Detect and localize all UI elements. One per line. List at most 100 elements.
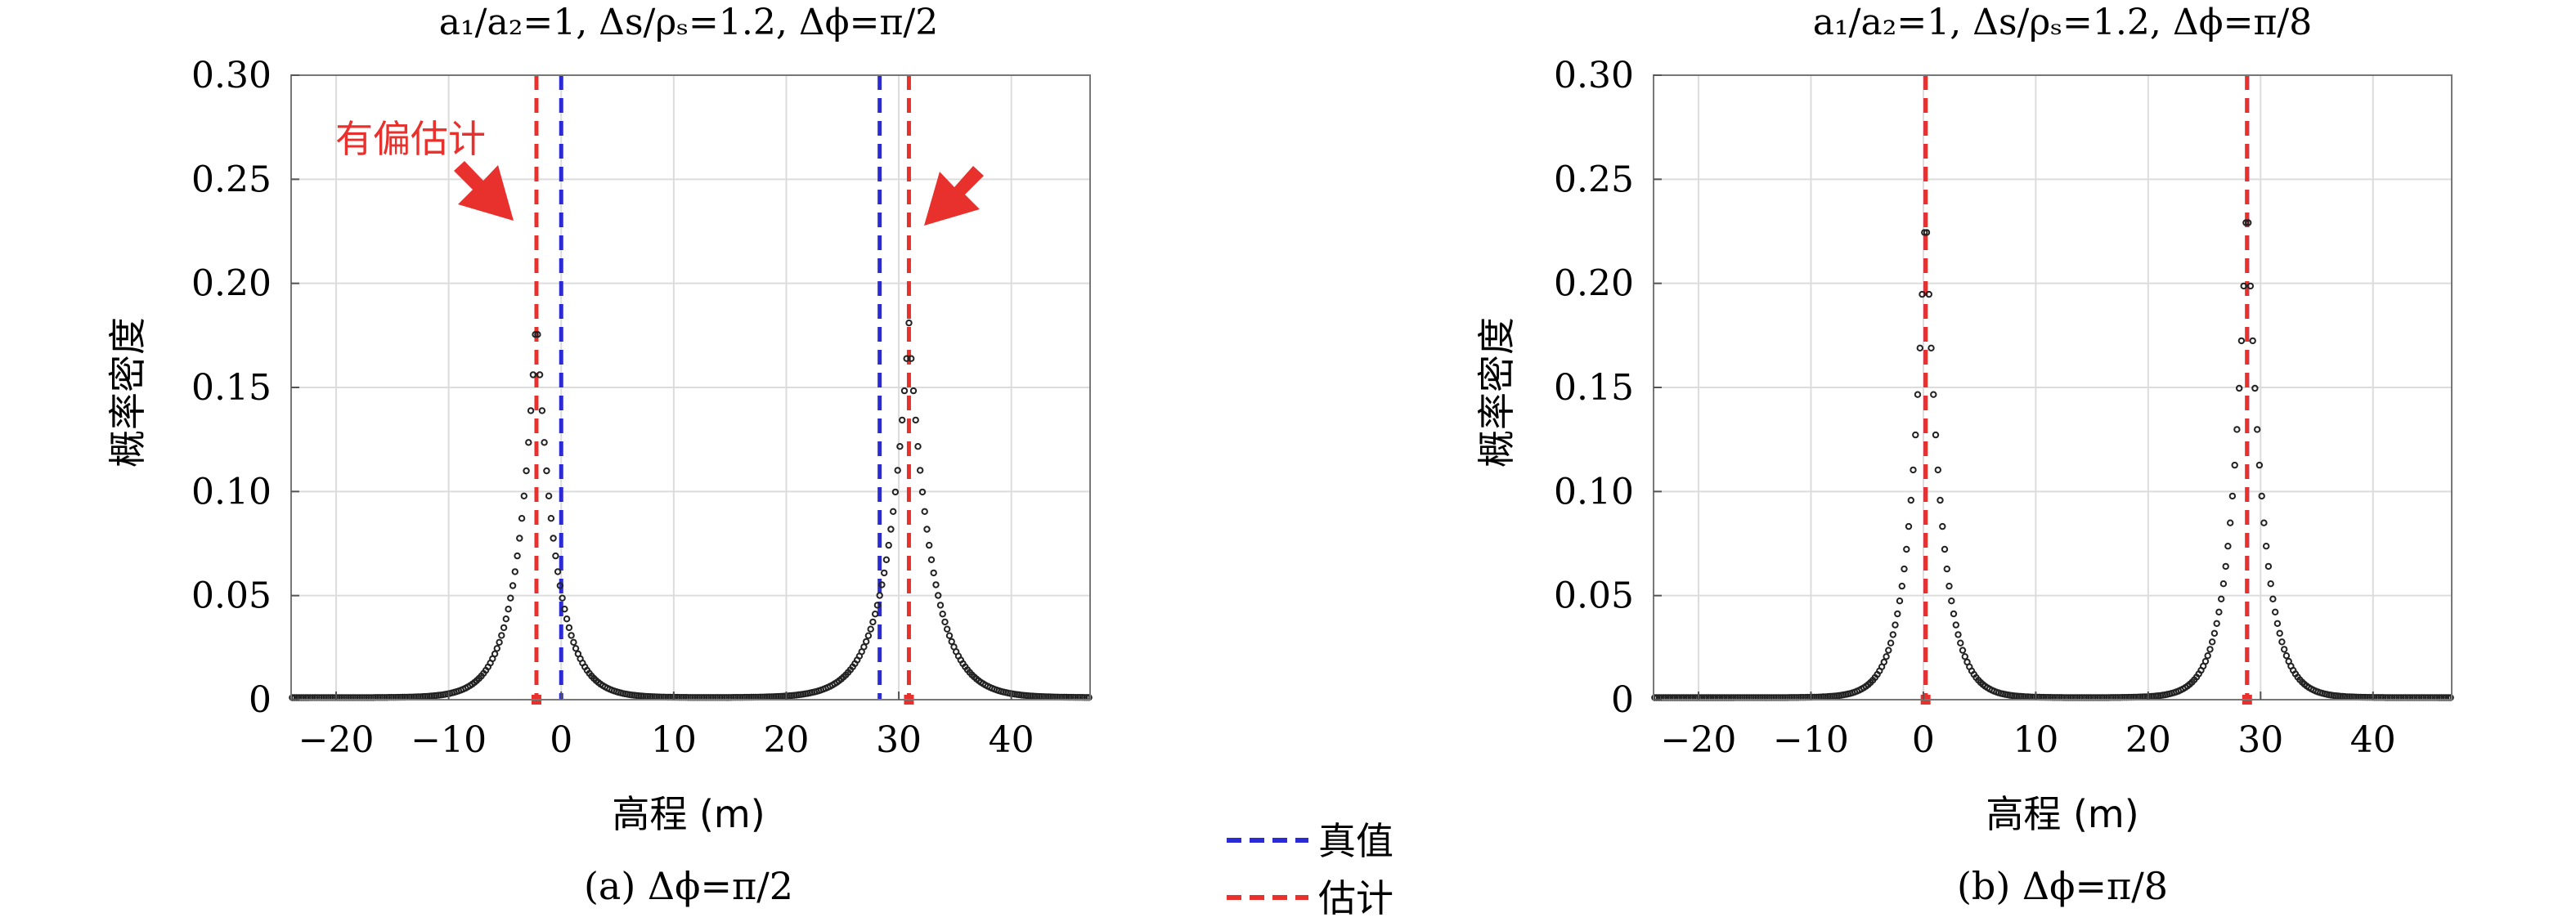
data-point <box>559 594 566 602</box>
data-point <box>2260 519 2268 526</box>
data-point <box>890 508 897 515</box>
data-point <box>2209 638 2216 646</box>
data-point <box>534 331 541 338</box>
data-point <box>867 625 874 633</box>
data-point <box>1907 496 1915 504</box>
x-tick-label: 10 <box>651 719 697 761</box>
data-point <box>894 467 901 474</box>
data-point <box>930 569 937 577</box>
y-tick-label: 0.20 <box>1554 263 1634 305</box>
data-point <box>2231 461 2238 469</box>
data-point <box>876 592 883 599</box>
data-point <box>1919 290 1926 298</box>
y-tick-label: 0.05 <box>191 575 272 617</box>
data-point <box>923 526 931 533</box>
y-axis-label-b: 概率密度 <box>1474 317 1519 468</box>
data-point <box>502 615 509 623</box>
data-point <box>2278 638 2286 646</box>
data-point <box>2201 657 2210 665</box>
x-tick-label: −10 <box>411 719 487 761</box>
data-point <box>1889 631 1897 638</box>
data-point <box>547 515 555 522</box>
x-tick-label: 10 <box>2013 719 2058 761</box>
x-tick-label: 40 <box>989 719 1034 761</box>
data-point <box>917 467 924 474</box>
y-tick-label: 0.15 <box>1554 367 1634 409</box>
data-point <box>936 602 945 609</box>
y-tick-label: 0.10 <box>191 471 272 512</box>
data-point <box>561 606 568 613</box>
data-point <box>2236 384 2243 392</box>
data-point <box>527 407 535 414</box>
data-point <box>2228 492 2237 500</box>
data-point <box>2258 492 2265 500</box>
legend: 真值 估计 <box>1227 819 1393 920</box>
data-point <box>1939 522 1946 530</box>
data-point <box>869 618 877 626</box>
data-point <box>921 508 928 515</box>
data-point <box>1932 431 1940 439</box>
data-point <box>541 439 548 446</box>
y-tick-label: 0.10 <box>1554 471 1634 512</box>
data-point <box>2204 652 2211 660</box>
data-point <box>905 319 913 327</box>
y-tick-label: 0 <box>1611 679 1634 721</box>
data-point <box>1943 565 1951 573</box>
data-point <box>552 552 559 560</box>
arrow-right-icon <box>924 166 984 226</box>
data-point <box>2237 337 2246 345</box>
data-point <box>945 632 954 639</box>
data-point <box>509 582 517 589</box>
caption-b: (b) Δϕ=π/8 <box>1957 864 2168 908</box>
data-point <box>2269 595 2277 602</box>
data-point <box>1923 229 1931 236</box>
legend-true-label: 真值 <box>1318 819 1393 863</box>
caption-a: (a) Δϕ=π/2 <box>584 864 793 908</box>
data-point <box>2267 580 2274 588</box>
data-point <box>908 355 915 362</box>
y-tick-label: 0.05 <box>1554 575 1634 617</box>
reference-lines-b <box>1920 75 2252 705</box>
data-point <box>2227 519 2234 526</box>
data-point <box>545 492 553 499</box>
data-point <box>944 625 951 633</box>
data-point <box>1948 598 1955 605</box>
data-point <box>507 594 514 602</box>
data-point <box>565 624 573 632</box>
data-point <box>1925 290 1933 298</box>
data-point <box>491 650 499 658</box>
data-point <box>496 638 503 646</box>
x-ticks-a: −20 −10 0 10 20 30 40 <box>298 692 1034 761</box>
data-point <box>2281 646 2288 653</box>
data-point <box>1887 639 1895 647</box>
data-point <box>899 416 906 424</box>
data-point <box>570 638 577 646</box>
data-point <box>878 581 886 589</box>
data-point <box>563 615 571 623</box>
data-point <box>1880 658 1888 666</box>
data-point <box>516 535 523 542</box>
data-point <box>860 643 868 651</box>
data-point <box>498 632 505 639</box>
legend-est-label: 估计 <box>1318 876 1393 920</box>
data-point <box>881 569 888 577</box>
data-point <box>2273 620 2282 627</box>
data-point <box>500 624 508 632</box>
data-point <box>2213 620 2220 627</box>
data-point <box>1910 466 1917 474</box>
data-point <box>1916 344 1924 351</box>
data-point <box>1905 522 1913 530</box>
data-point <box>2206 646 2214 653</box>
y-tick-label: 0.25 <box>1554 159 1634 200</box>
data-point <box>1903 545 1910 553</box>
data-point <box>900 387 909 395</box>
data-point <box>896 443 904 450</box>
data-point <box>914 443 922 450</box>
data-point <box>1914 391 1922 398</box>
data-point <box>891 488 900 496</box>
data-point <box>2215 608 2223 615</box>
x-tick-label: −10 <box>1773 719 1849 761</box>
data-point <box>2245 219 2252 226</box>
x-tick-label: −20 <box>298 719 375 761</box>
biased-estimate-annotation: 有偏估计 <box>335 117 486 161</box>
